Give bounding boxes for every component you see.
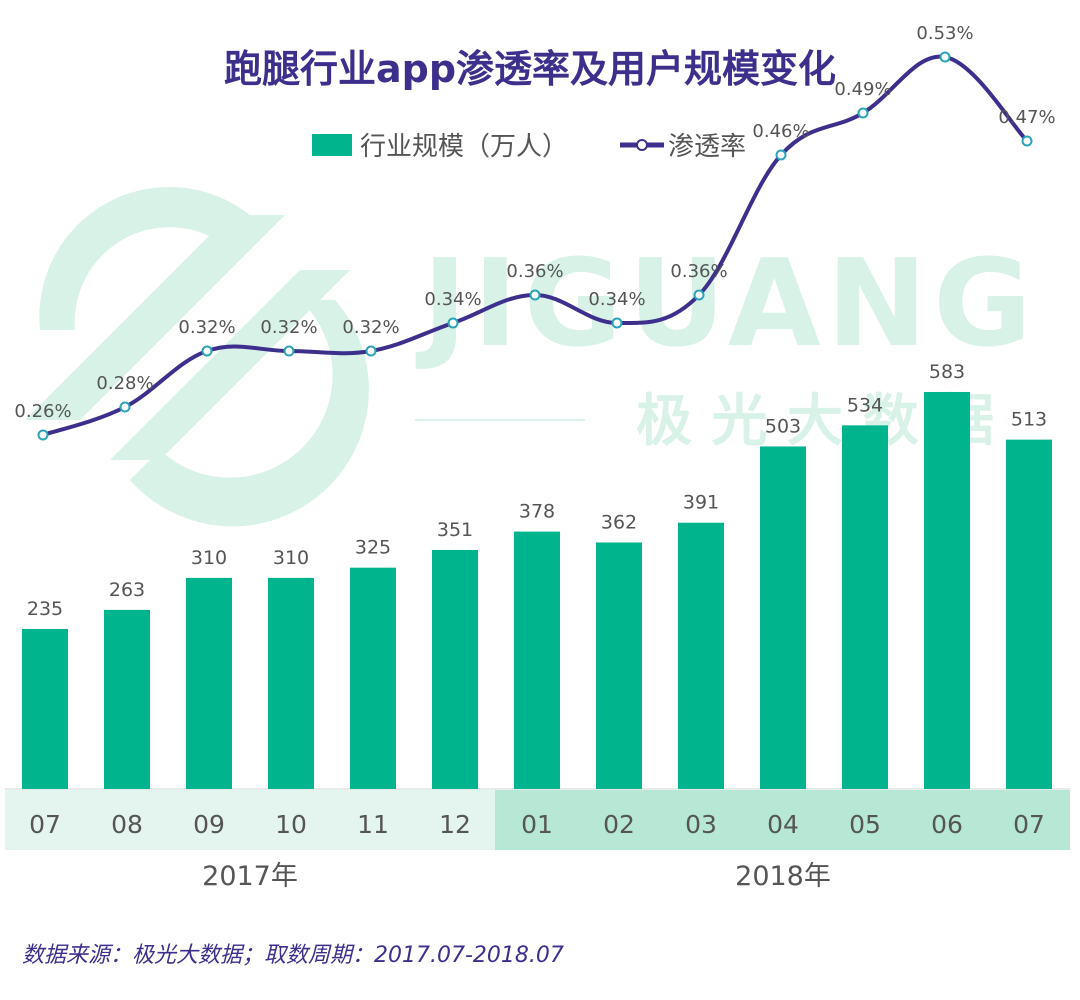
line-series	[37, 51, 1033, 441]
x-tick-label: 09	[193, 810, 225, 839]
bar	[842, 425, 888, 789]
line-label: 0.36%	[670, 261, 727, 282]
bar	[186, 577, 232, 789]
line-label: 0.32%	[178, 317, 235, 338]
line-marker	[119, 401, 131, 413]
x-tick-label: 04	[767, 810, 799, 839]
bar	[596, 542, 642, 789]
x-tick-label: 12	[439, 810, 471, 839]
bar-label: 513	[1011, 409, 1047, 431]
bar-data-labels: 235 263 310 310 325 351 378 362 391 503 534 583 513	[27, 361, 1047, 620]
bar-label: 534	[847, 394, 883, 416]
bar-label: 503	[765, 415, 801, 437]
line-marker	[857, 107, 869, 119]
line-marker	[283, 345, 295, 357]
source-note: 数据来源：极光大数据；取数周期：2017.07-2018.07	[22, 943, 564, 968]
bar-label: 378	[519, 501, 555, 523]
bar-label: 325	[355, 537, 391, 559]
line-marker	[529, 289, 541, 301]
line-label: 0.28%	[96, 373, 153, 394]
line-marker	[201, 345, 213, 357]
bar-label: 351	[437, 519, 473, 541]
line-label: 0.53%	[916, 23, 973, 44]
axis-band-2017	[5, 790, 495, 850]
line-marker	[939, 51, 951, 63]
line-label: 0.32%	[260, 317, 317, 338]
bar-label: 391	[683, 492, 719, 514]
bar-label: 362	[601, 511, 637, 533]
line-marker	[611, 317, 623, 329]
year-group-label: 2018年	[735, 861, 831, 892]
legend-line-label: 渗透率	[668, 132, 746, 162]
bar	[678, 522, 724, 789]
x-tick-label: 10	[275, 810, 307, 839]
line-marker	[693, 289, 705, 301]
bar-label: 235	[27, 598, 63, 620]
line-label: 0.47%	[998, 107, 1055, 128]
legend-bar-label: 行业规模（万人）	[360, 132, 568, 162]
x-tick-label: 07	[1013, 810, 1045, 839]
axis-band-2018	[495, 790, 1070, 850]
x-tick-label: 02	[603, 810, 635, 839]
x-tick-label: 01	[521, 810, 553, 839]
line-label: 0.34%	[588, 289, 645, 310]
line-label: 0.32%	[342, 317, 399, 338]
line-marker	[37, 429, 49, 441]
line-marker	[365, 345, 377, 357]
legend-line-marker	[636, 139, 648, 151]
bar	[104, 609, 150, 789]
legend-bar-swatch	[312, 134, 352, 156]
line-label: 0.26%	[14, 401, 71, 422]
line-label: 0.46%	[752, 121, 809, 142]
bar	[22, 628, 68, 789]
x-tick-label: 08	[111, 810, 143, 839]
line-label: 0.49%	[834, 79, 891, 100]
x-tick-label: 11	[357, 810, 389, 839]
bar-series	[22, 391, 1052, 789]
bar	[432, 549, 478, 789]
line-marker	[447, 317, 459, 329]
bar	[350, 567, 396, 789]
bar	[268, 577, 314, 789]
x-tick-label: 03	[685, 810, 717, 839]
line-data-labels: 0.26% 0.28% 0.32% 0.32% 0.32% 0.34% 0.36% 0.34%…	[14, 23, 1055, 422]
bar-label: 310	[273, 547, 309, 569]
year-group-label: 2017年	[202, 861, 298, 892]
bar	[514, 531, 560, 789]
x-tick-label: 07	[29, 810, 61, 839]
line-marker	[775, 149, 787, 161]
x-tick-label: 05	[849, 810, 881, 839]
watermark-logo	[25, 186, 369, 527]
x-tick-label: 06	[931, 810, 963, 839]
line-label: 0.36%	[506, 261, 563, 282]
bar	[1006, 439, 1052, 789]
chart-title: 跑腿行业app渗透率及用户规模变化	[224, 47, 836, 91]
bar	[924, 391, 970, 789]
bar	[760, 446, 806, 789]
x-axis: 07 08 09 10 11 12 01 02 03 04 05 06 07 2017年 2018年	[5, 788, 1070, 892]
bar-label: 583	[929, 361, 965, 383]
bar-label: 263	[109, 579, 145, 601]
line-marker	[1021, 135, 1033, 147]
legend: 行业规模（万人） 渗透率	[312, 132, 746, 162]
line-label: 0.34%	[424, 289, 481, 310]
bar-label: 310	[191, 547, 227, 569]
